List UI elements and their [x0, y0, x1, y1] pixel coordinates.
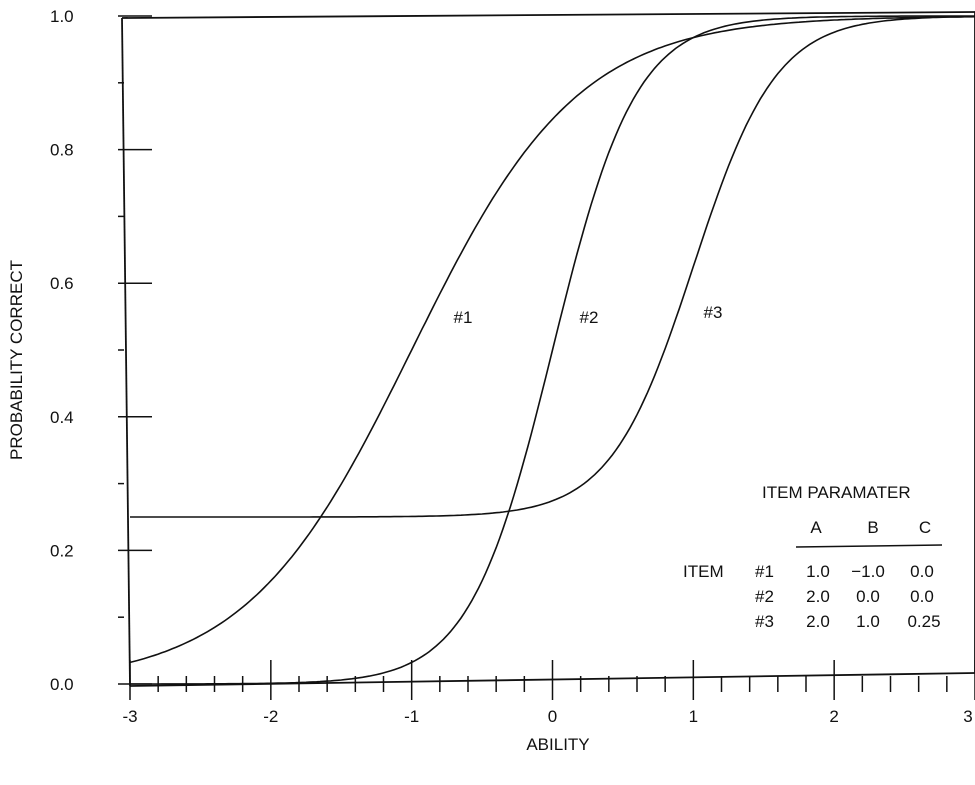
- x-tick-label: 1: [689, 707, 698, 726]
- x-tick-label: -2: [263, 707, 278, 726]
- table-row-2-a: 2.0: [806, 587, 830, 606]
- x-tick-label: 2: [829, 707, 838, 726]
- table-row-3-a: 2.0: [806, 612, 830, 631]
- x-tick-label: 0: [548, 707, 557, 726]
- table-col-b: B: [867, 518, 878, 537]
- curves: [129, 15, 975, 685]
- table-row-2-item: #2: [755, 587, 774, 606]
- table-row-2-b: 0.0: [856, 587, 880, 606]
- table-rule: [795, 544, 943, 548]
- curve-label-3: #3: [704, 303, 723, 322]
- curve-item-2: [130, 15, 975, 685]
- curve-label-1: #1: [454, 308, 473, 327]
- parameter-table: ITEM PARAMATER A B C ITEM #1 1.0 −1.0 0.…: [683, 483, 943, 631]
- table-row-1-item: #1: [755, 562, 774, 581]
- y-tick-label: 0.8: [50, 141, 74, 160]
- curve-item-3: [130, 15, 975, 518]
- y-tick-label: 0.6: [50, 274, 74, 293]
- table-col-a: A: [810, 518, 822, 537]
- y-ticks: 0.0 0.2 0.4 0.6 0.8 1.0: [50, 7, 152, 694]
- y-axis: [121, 17, 131, 687]
- top-border: [121, 11, 975, 19]
- table-title: ITEM PARAMATER: [762, 483, 911, 502]
- y-tick-label: 0.0: [50, 675, 74, 694]
- x-axis-title: ABILITY: [526, 735, 589, 754]
- table-row-label: ITEM: [683, 562, 724, 581]
- curve-item-1: [129, 15, 975, 664]
- y-tick-label: 1.0: [50, 7, 74, 26]
- x-tick-label: 3: [963, 707, 972, 726]
- y-tick-label: 0.2: [50, 541, 74, 560]
- x-tick-label: -1: [404, 707, 419, 726]
- curve-label-2: #2: [580, 308, 599, 327]
- table-col-c: C: [919, 518, 931, 537]
- table-row-1-a: 1.0: [806, 562, 830, 581]
- table-row-1-c: 0.0: [910, 562, 934, 581]
- x-tick-label: -3: [122, 707, 137, 726]
- table-row-1-b: −1.0: [851, 562, 885, 581]
- x-ticks: -3 -2 -1 0 1 2 3: [122, 660, 975, 726]
- table-row-3-c: 0.25: [907, 612, 940, 631]
- y-tick-label: 0.4: [50, 408, 74, 427]
- table-row-3-item: #3: [755, 612, 774, 631]
- y-axis-title: PROBABILITY CORRECT: [7, 260, 26, 460]
- table-row-2-c: 0.0: [910, 587, 934, 606]
- table-row-3-b: 1.0: [856, 612, 880, 631]
